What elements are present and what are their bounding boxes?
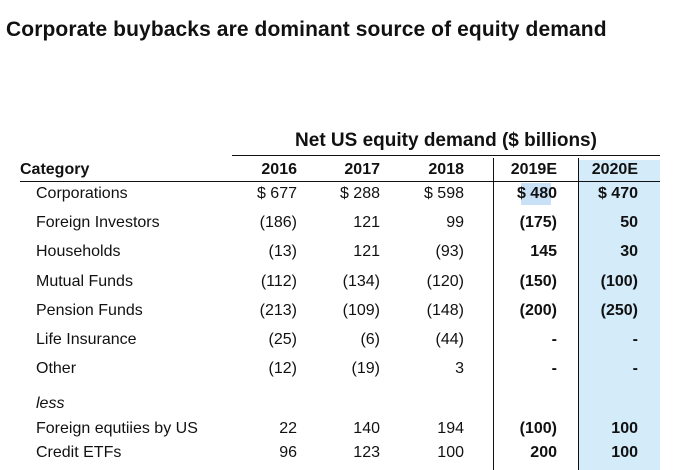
cell-2020e: (250) — [600, 302, 638, 319]
cell-2020e: - — [632, 331, 638, 348]
cell-2016: $ 677 — [256, 185, 297, 202]
cell-2020e: (100) — [600, 273, 638, 290]
cell-2016: (213) — [259, 302, 297, 319]
cell-2019e: - — [551, 331, 557, 348]
cell-2020e: $ 470 — [597, 185, 638, 202]
header-2018: 2018 — [428, 161, 464, 178]
cell-2018: $ 598 — [423, 185, 464, 202]
cell-2017: (134) — [342, 273, 380, 290]
text-selection-highlight — [521, 183, 551, 205]
cell-2016: (186) — [259, 214, 297, 231]
cell-2017: (109) — [342, 302, 380, 319]
column-divider-2020e — [578, 158, 579, 470]
cell-2019e: 145 — [530, 243, 557, 260]
header-category: Category — [20, 161, 90, 178]
cell-2019e: 200 — [530, 444, 557, 461]
row-label: Households — [36, 243, 121, 260]
header-2020e: 2020E — [591, 161, 638, 178]
row-label: Mutual Funds — [36, 273, 133, 290]
cell-2017: $ 288 — [339, 185, 380, 202]
cell-2020e: 50 — [620, 214, 638, 231]
cell-2017: (19) — [351, 360, 380, 377]
cell-2016: (112) — [260, 273, 297, 290]
cell-2018: (44) — [435, 331, 464, 348]
cell-2018: (93) — [435, 243, 464, 260]
cell-2018: (120) — [426, 273, 464, 290]
cell-2020e: - — [632, 360, 638, 377]
cell-2016: 96 — [279, 444, 297, 461]
cell-2019e: (150) — [519, 273, 557, 290]
cell-2017: 121 — [353, 243, 380, 260]
column-divider-2019e — [493, 158, 494, 470]
cell-2019e: (200) — [519, 302, 557, 319]
header-2017: 2017 — [344, 161, 380, 178]
cell-2017: 123 — [353, 444, 380, 461]
row-label: Corporations — [36, 185, 128, 202]
row-label: Credit ETFs — [36, 444, 122, 461]
cell-2019e: (175) — [519, 214, 557, 231]
cell-2018: 99 — [446, 214, 464, 231]
cell-2017: 140 — [353, 420, 380, 437]
header-2019e: 2019E — [510, 161, 557, 178]
cell-2020e: 100 — [611, 444, 638, 461]
cell-2016: 22 — [279, 420, 297, 437]
row-label: Other — [36, 360, 77, 377]
cell-2017: 121 — [353, 214, 380, 231]
cell-2016: (13) — [268, 243, 297, 260]
row-label: Pension Funds — [36, 302, 143, 319]
header-underline — [20, 181, 660, 182]
row-label: Foreign Investors — [36, 214, 160, 231]
row-label: Life Insurance — [36, 331, 137, 348]
cell-2017: (6) — [360, 331, 380, 348]
table-group-header: Net US equity demand ($ billions) — [295, 130, 597, 151]
cell-2018: 3 — [455, 360, 464, 377]
row-label: Foreign equtiies by US — [36, 420, 198, 437]
cell-2016: (25) — [268, 331, 297, 348]
group-header-underline — [232, 155, 660, 156]
cell-2020e: 30 — [620, 243, 638, 260]
cell-2019e: (100) — [519, 420, 557, 437]
less-label: less — [36, 395, 65, 412]
cell-2018: (148) — [426, 302, 464, 319]
header-2016: 2016 — [261, 161, 297, 178]
cell-2018: 100 — [437, 444, 464, 461]
cell-2020e: 100 — [611, 420, 638, 437]
cell-2016: (12) — [268, 360, 297, 377]
cell-2018: 194 — [437, 420, 464, 437]
page-title: Corporate buybacks are dominant source o… — [6, 18, 607, 41]
cell-2019e: $ 480 — [516, 185, 557, 202]
cell-2019e: - — [551, 360, 557, 377]
highlight-column-2020e — [578, 160, 660, 470]
